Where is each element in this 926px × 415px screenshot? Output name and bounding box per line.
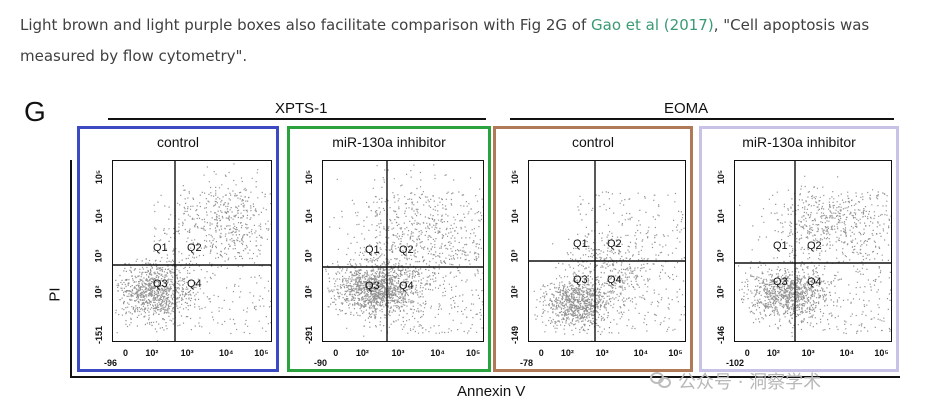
x-min-label: -96 bbox=[104, 358, 118, 368]
y-tick-label: 10⁵ bbox=[716, 170, 727, 185]
panel-title-4: miR-130a inhibitor bbox=[742, 134, 856, 150]
y-min-label: -146 bbox=[716, 325, 727, 345]
y-axis-label: PI bbox=[46, 287, 64, 302]
quadrant-label: Q1 bbox=[365, 244, 380, 256]
scatter-svg: Q1 Q2 Q3 Q4 bbox=[323, 161, 483, 341]
panel-box-xpts-control bbox=[77, 126, 279, 372]
x-tick-label: 10⁵ bbox=[466, 348, 481, 358]
quadrant-label: Q4 bbox=[607, 274, 622, 286]
y-tick-label: 10⁴ bbox=[716, 208, 727, 223]
panel-letter: G bbox=[24, 96, 46, 127]
y-tick-label: 10⁴ bbox=[510, 208, 521, 223]
quadrant-label: Q2 bbox=[187, 242, 202, 254]
x-tick-label: 0 bbox=[744, 348, 750, 358]
x-tick-label: 10⁴ bbox=[219, 348, 234, 358]
quadrant-label: Q4 bbox=[187, 278, 202, 290]
x-tick-label: 10³ bbox=[801, 348, 815, 358]
y-tick-label: 10³ bbox=[303, 249, 314, 263]
x-tick-label: 10² bbox=[355, 348, 369, 358]
x-tick-label: 10² bbox=[766, 348, 780, 358]
x-tick-label: 10³ bbox=[180, 348, 194, 358]
panel-box-eoma-control bbox=[493, 126, 693, 372]
outer-x-axis bbox=[70, 376, 900, 378]
y-tick-label: 10² bbox=[93, 285, 104, 299]
x-tick-label: 0 bbox=[538, 348, 544, 358]
scatter-svg: Q1 Q2 Q3 Q4 bbox=[113, 161, 271, 341]
quadrant-label: Q2 bbox=[399, 244, 414, 256]
y-tick-label: 10² bbox=[715, 285, 726, 299]
quadrant-label: Q2 bbox=[807, 240, 822, 252]
x-axis-label: Annexin V bbox=[457, 383, 526, 400]
quadrant-label: Q3 bbox=[773, 276, 788, 288]
group-line-xpts bbox=[108, 118, 486, 120]
x-min-label: -102 bbox=[726, 358, 745, 368]
y-tick-label: 10⁵ bbox=[304, 170, 315, 185]
y-min-label: -291 bbox=[304, 325, 315, 345]
caption-text-after: , "Cell apoptosis was measured by flow c… bbox=[20, 16, 870, 65]
event-dots bbox=[115, 163, 271, 341]
scatter-plot-2: Q1 Q2 Q3 Q4 bbox=[322, 160, 484, 342]
y-tick-label: 10² bbox=[509, 285, 520, 299]
scatter-svg: Q1 Q2 Q3 Q4 bbox=[529, 161, 685, 341]
x-tick-label: 10³ bbox=[391, 348, 405, 358]
event-dots bbox=[325, 164, 483, 337]
quadrant-label: Q1 bbox=[153, 242, 168, 254]
x-min-label: -90 bbox=[314, 358, 328, 368]
scatter-svg: Q1 Q2 Q3 Q4 bbox=[735, 161, 891, 341]
x-tick-label: 10⁵ bbox=[668, 348, 683, 358]
caption-paragraph: Light brown and light purple boxes also … bbox=[20, 10, 910, 72]
wechat-icon bbox=[650, 372, 672, 390]
group-label-xpts: XPTS-1 bbox=[275, 100, 328, 117]
event-dots bbox=[738, 175, 891, 337]
x-min-label: -78 bbox=[520, 358, 534, 368]
panel-title-3: control bbox=[571, 134, 615, 150]
quadrant-label: Q2 bbox=[607, 238, 622, 250]
panel-title-2: miR-130a inhibitor bbox=[332, 134, 446, 150]
event-dots bbox=[533, 191, 685, 341]
y-min-label: -151 bbox=[94, 325, 105, 345]
panel-title-1: control bbox=[156, 134, 200, 150]
panel-box-eoma-inhibitor bbox=[699, 126, 899, 372]
scatter-plot-3: Q1 Q2 Q3 Q4 bbox=[528, 160, 686, 342]
y-tick-label: 10⁵ bbox=[94, 170, 105, 185]
quadrant-label: Q1 bbox=[573, 238, 588, 250]
watermark-text: 公众号 · 洞察学术 bbox=[678, 372, 822, 393]
x-tick-label: 10⁴ bbox=[430, 348, 445, 358]
quadrant-label: Q3 bbox=[153, 278, 168, 290]
quadrant-label: Q3 bbox=[573, 274, 588, 286]
x-tick-label: 10² bbox=[560, 348, 574, 358]
quadrant-label: Q4 bbox=[807, 276, 822, 288]
x-tick-label: 10⁵ bbox=[874, 348, 889, 358]
x-tick-label: 10² bbox=[145, 348, 159, 358]
quadrant-label: Q4 bbox=[399, 280, 414, 292]
outer-y-axis bbox=[70, 160, 72, 378]
quadrant-label: Q3 bbox=[365, 280, 380, 292]
y-tick-label: 10² bbox=[303, 285, 314, 299]
x-tick-label: 0 bbox=[333, 348, 339, 358]
x-tick-label: 0 bbox=[123, 348, 129, 358]
y-tick-label: 10³ bbox=[715, 249, 726, 263]
panel-box-xpts-inhibitor bbox=[287, 126, 491, 372]
citation-link[interactable]: Gao et al (2017) bbox=[591, 16, 714, 34]
group-line-eoma bbox=[510, 118, 894, 120]
y-tick-label: 10³ bbox=[509, 249, 520, 263]
group-label-eoma: EOMA bbox=[664, 100, 709, 117]
scatter-plot-4: Q1 Q2 Q3 Q4 bbox=[734, 160, 892, 342]
y-tick-label: 10⁴ bbox=[304, 208, 315, 223]
caption-text-before: Light brown and light purple boxes also … bbox=[20, 16, 592, 34]
quadrant-label: Q1 bbox=[773, 240, 788, 252]
watermark: 公众号 · 洞察学术 bbox=[650, 368, 821, 394]
y-min-label: -149 bbox=[510, 325, 521, 345]
x-tick-label: 10⁵ bbox=[254, 348, 269, 358]
x-tick-label: 10⁴ bbox=[633, 348, 649, 358]
x-tick-label: 10³ bbox=[595, 348, 609, 358]
scatter-plot-1: Q1 Q2 Q3 Q4 bbox=[112, 160, 272, 342]
y-tick-label: 10⁴ bbox=[94, 208, 105, 223]
x-tick-label: 10⁴ bbox=[839, 348, 855, 358]
y-tick-label: 10³ bbox=[93, 249, 104, 263]
y-tick-label: 10⁵ bbox=[510, 170, 521, 185]
